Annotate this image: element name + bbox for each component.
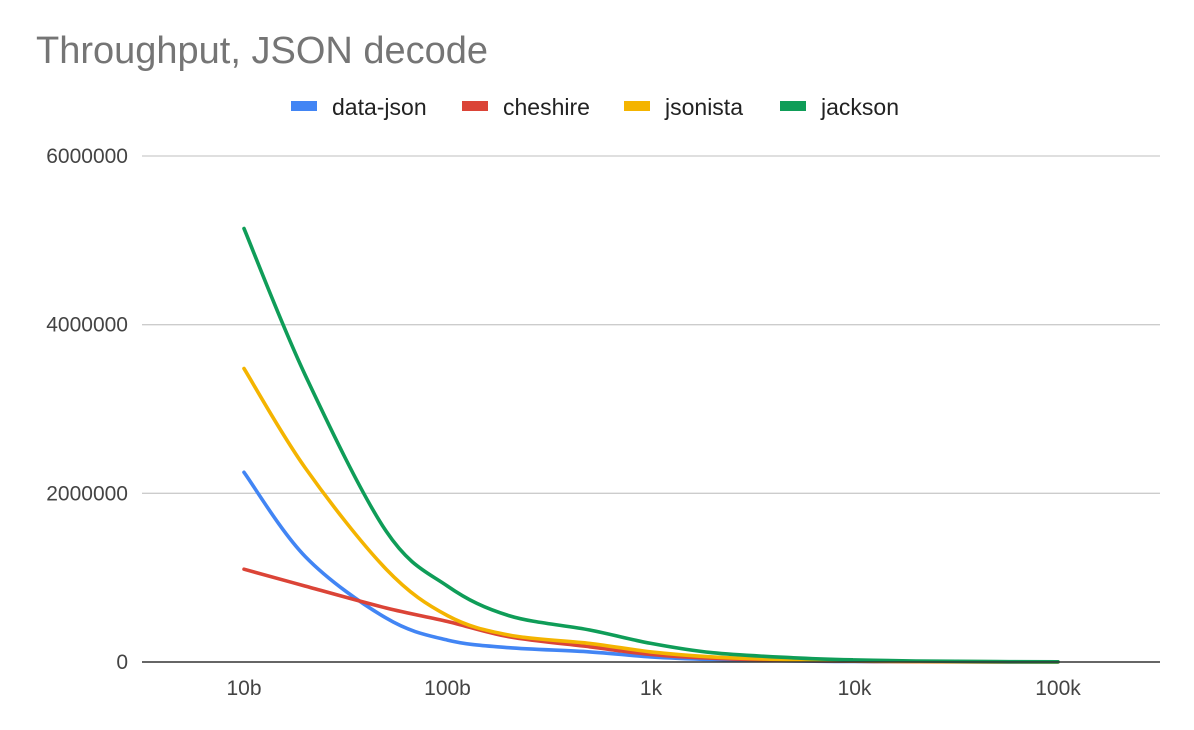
x-tick-label: 100k bbox=[1035, 677, 1081, 700]
legend-label-jsonista: jsonista bbox=[664, 94, 743, 120]
y-tick-label: 0 bbox=[116, 651, 128, 674]
x-tick-label: 1k bbox=[640, 677, 663, 700]
y-tick-label: 4000000 bbox=[46, 314, 128, 337]
legend-swatch-data-json bbox=[291, 101, 317, 111]
legend-swatch-jackson bbox=[780, 101, 806, 111]
series-line-jsonista bbox=[242, 366, 1060, 664]
legend-swatch-jsonista bbox=[624, 101, 650, 111]
legend-label-data-json: data-json bbox=[332, 94, 427, 120]
legend: data-json cheshire jsonista jackson bbox=[291, 94, 899, 120]
chart-title: Throughput, JSON decode bbox=[36, 30, 488, 72]
y-tick-label: 6000000 bbox=[46, 145, 128, 168]
y-tick-label: 2000000 bbox=[46, 482, 128, 505]
series-line-jackson bbox=[242, 226, 1060, 664]
gridlines bbox=[142, 155, 1160, 494]
x-tick-label: 100b bbox=[424, 677, 471, 700]
x-axis-ticks: 10b 100b 1k 10k 100k bbox=[226, 677, 1081, 700]
series-line-cheshire bbox=[242, 567, 1060, 664]
x-tick-label: 10k bbox=[838, 677, 872, 700]
legend-swatch-cheshire bbox=[462, 101, 488, 111]
series-lines bbox=[242, 226, 1060, 664]
x-tick-label: 10b bbox=[226, 677, 261, 700]
legend-label-jackson: jackson bbox=[820, 94, 899, 120]
y-axis-ticks: 0 2000000 4000000 6000000 bbox=[46, 145, 128, 674]
legend-label-cheshire: cheshire bbox=[503, 94, 590, 120]
